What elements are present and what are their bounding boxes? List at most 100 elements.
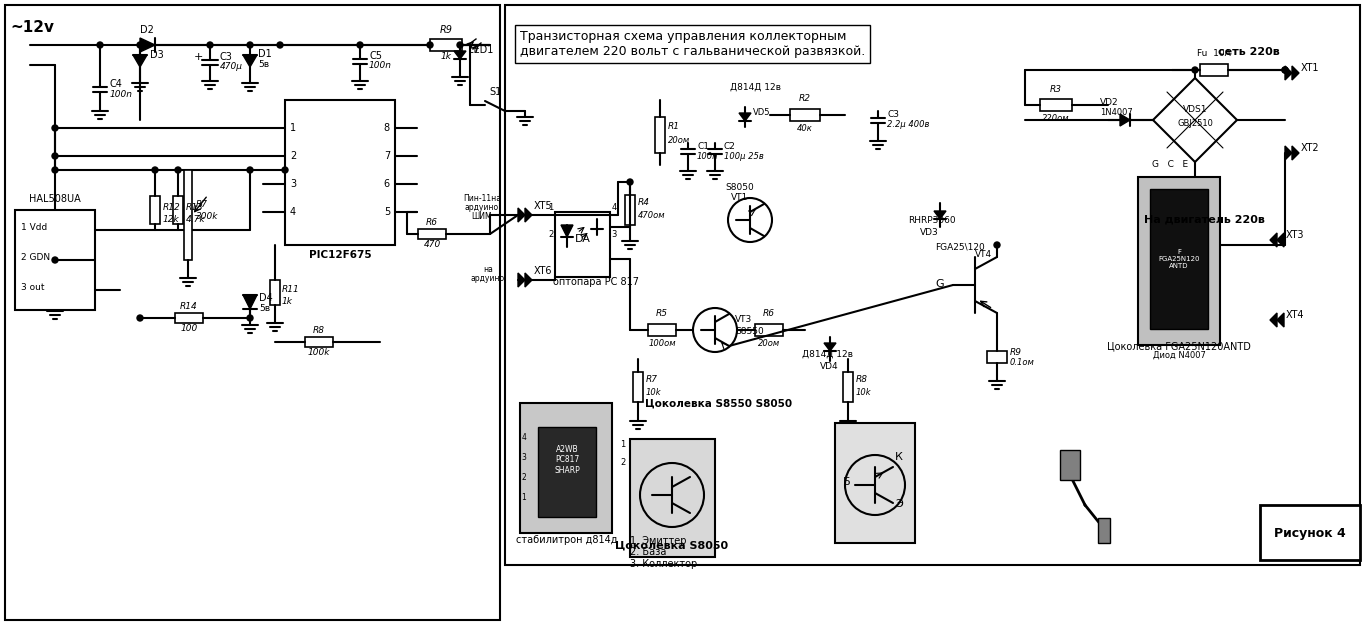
Text: R12: R12 [162,203,180,212]
Text: DA: DA [575,234,591,244]
Circle shape [283,167,288,173]
Text: R2: R2 [799,94,811,103]
Bar [15,210,96,310]
Text: C3: C3 [887,110,900,119]
Bar [1200,64,1228,76]
Circle shape [1282,67,1289,73]
Text: XT5: XT5 [534,201,553,211]
Text: XT1: XT1 [1301,63,1320,73]
Text: VDS1: VDS1 [1182,106,1207,114]
Text: Транзисторная схема управления коллекторным
двигателем 220 вольт с гальваническо: Транзисторная схема управления коллектор… [520,30,865,58]
Text: R6: R6 [426,218,438,227]
Text: D3: D3 [150,50,164,60]
Text: 300k: 300k [197,212,218,221]
Text: 4: 4 [289,207,296,217]
Bar [755,324,784,336]
Text: 100n: 100n [698,152,718,161]
Text: R7: R7 [646,375,658,384]
Text: XT3: XT3 [1286,230,1305,240]
Text: 5в: 5в [259,304,270,313]
Bar [505,5,1360,565]
Bar [987,351,1007,363]
Text: 5в: 5в [258,60,269,69]
Text: D2: D2 [141,25,154,35]
Text: XT2: XT2 [1301,143,1320,153]
Text: ШИМ: ШИМ [472,212,493,221]
Text: VD2: VD2 [1100,98,1119,107]
Text: на: на [483,265,493,274]
Polygon shape [824,343,835,351]
Text: сеть 220в: сеть 220в [1218,47,1280,57]
Text: R6: R6 [763,309,775,318]
Circle shape [52,125,57,131]
Bar [655,117,665,153]
Text: 2.2μ 400в: 2.2μ 400в [887,120,930,129]
Bar [538,427,597,517]
Text: 100ом: 100ом [648,339,676,348]
Text: 100k: 100k [307,348,330,357]
Bar [844,372,853,402]
Bar [173,196,183,224]
Text: VD4: VD4 [820,362,838,371]
Text: 6: 6 [384,179,390,189]
Text: VD3: VD3 [920,228,939,237]
Bar [1138,177,1220,345]
Polygon shape [1293,66,1299,80]
Text: S8550: S8550 [734,327,764,336]
Text: D1: D1 [258,49,272,59]
Circle shape [358,42,363,48]
Text: R5: R5 [657,309,667,318]
Bar [418,229,446,239]
Circle shape [52,257,57,263]
Polygon shape [1278,313,1284,327]
Bar [1149,189,1208,329]
Bar [625,195,635,225]
Text: Цоколевка S8550 S8050: Цоколевка S8550 S8050 [646,399,792,409]
Text: 2 GDN: 2 GDN [20,253,51,262]
Text: стабилитрон д814д: стабилитрон д814д [516,535,618,545]
Text: R3: R3 [1050,85,1062,94]
Text: Д814Д 12в: Д814Д 12в [803,350,853,359]
Text: 0.1ом: 0.1ом [1010,358,1035,367]
Text: 220ом: 220ом [1043,114,1070,123]
Text: 3: 3 [289,179,296,189]
Text: 100n: 100n [369,61,392,70]
Text: R11: R11 [283,285,300,294]
Text: Э: Э [895,499,902,509]
Text: G: G [935,279,945,289]
Text: LED1: LED1 [468,45,493,55]
Text: 12k: 12k [162,215,180,224]
Circle shape [97,42,102,48]
Text: S8050: S8050 [726,183,755,192]
Bar [835,423,915,543]
Text: Пин-11на: Пин-11на [463,194,501,203]
Text: 5: 5 [384,207,390,217]
Text: VT4: VT4 [975,250,992,259]
Bar [1097,518,1110,543]
Text: Б: Б [844,477,850,487]
Text: A2WB
PC817
SHARP: A2WB PC817 SHARP [554,445,580,475]
Bar [1040,99,1072,111]
Text: Fu  10A: Fu 10A [1197,49,1231,58]
Bar [285,100,394,245]
Text: C1: C1 [698,142,708,151]
Polygon shape [1284,146,1293,160]
Circle shape [1192,67,1198,73]
Text: 2: 2 [521,473,527,482]
Text: 1 Vdd: 1 Vdd [20,223,48,232]
Text: 1: 1 [521,493,527,502]
Polygon shape [243,55,257,67]
Polygon shape [738,113,751,121]
Polygon shape [455,51,465,59]
Text: 100n: 100n [111,90,132,99]
Text: Цоколевка FGA25N120ANTD: Цоколевка FGA25N120ANTD [1107,341,1250,351]
Bar [430,39,461,51]
Text: FGA25\120: FGA25\120 [935,243,984,252]
Text: C4: C4 [111,79,123,89]
Text: 1: 1 [620,440,625,449]
Polygon shape [1269,313,1278,327]
Text: 3: 3 [521,453,527,462]
Text: HAL508UA: HAL508UA [29,194,81,204]
Text: 2: 2 [620,458,625,467]
Text: 4: 4 [521,433,527,442]
